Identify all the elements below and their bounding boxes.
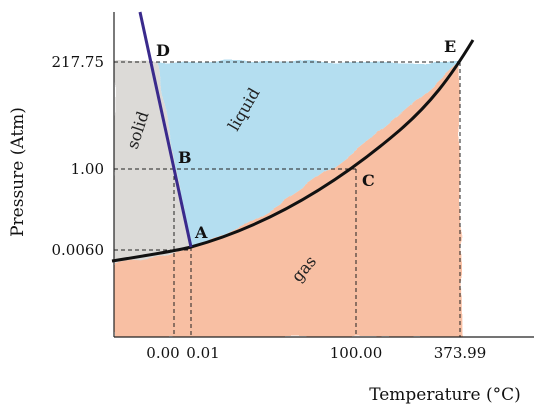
guide-lines [114,61,461,337]
x-axis-title: Temperature (°C) [369,385,521,405]
gas-region [114,62,462,337]
solid-region [114,62,191,262]
point-d-label: D [156,41,170,60]
liquid-region [157,62,460,247]
region-fills [114,62,462,337]
axes [113,12,534,338]
point-c-label: C [362,171,375,190]
pressure-tick-1: 1.00 [71,160,104,178]
point-e-label: E [444,37,456,56]
point-b-label: B [178,148,192,167]
vapor-pressure-curve [111,39,475,263]
y-axis-title: Pressure (Atm) [8,107,28,237]
point-a-label: A [194,223,208,242]
temperature-tick-001: 0.01 [186,344,219,362]
temperature-tick-373: 373.99 [434,344,487,362]
pressure-tick-0006: 0.0060 [52,241,105,259]
temperature-tick-000: 0.00 [146,344,179,362]
fusion-line [138,11,193,248]
pressure-tick-217: 217.75 [52,53,105,71]
temperature-tick-100: 100.00 [330,344,383,362]
